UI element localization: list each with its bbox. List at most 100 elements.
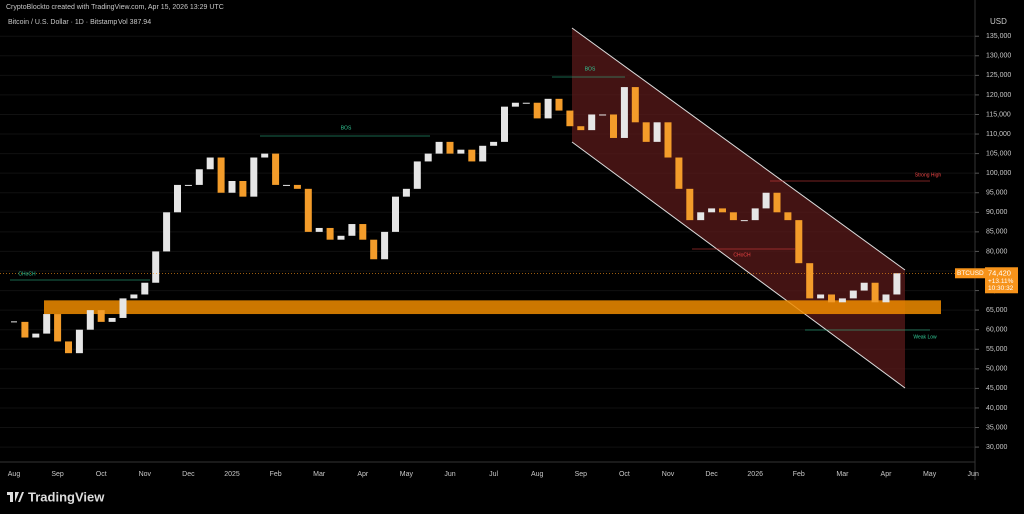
- x-tick-label: Aug: [8, 471, 21, 478]
- candle: [610, 114, 617, 138]
- annotation: CHoCH: [733, 252, 751, 258]
- candle: [795, 220, 803, 264]
- candle: [152, 251, 160, 283]
- candle: [119, 298, 127, 318]
- x-tick-label: Dec: [182, 471, 195, 478]
- volume: Vol 387.94: [118, 19, 151, 26]
- zone: [44, 300, 941, 315]
- x-tick-label: Oct: [619, 471, 630, 478]
- y-tick-label: 35,000: [986, 424, 1008, 431]
- candle: [21, 321, 29, 338]
- x-tick-label: Nov: [139, 471, 152, 478]
- candle: [424, 153, 432, 162]
- candle: [588, 114, 596, 131]
- candle: [577, 126, 585, 131]
- channel: [572, 28, 905, 388]
- candle: [32, 333, 40, 338]
- x-tick-label: Mar: [836, 471, 849, 478]
- channel-line: [571, 141, 906, 389]
- y-tick-label: 135,000: [986, 33, 1011, 40]
- y-tick-label: 120,000: [986, 92, 1011, 99]
- y-tick-label: 115,000: [986, 111, 1011, 118]
- candle: [871, 282, 879, 303]
- candle: [522, 102, 530, 104]
- candle: [468, 149, 476, 162]
- y-tick-label: 105,000: [986, 150, 1011, 157]
- candle: [893, 273, 901, 295]
- annotation: Strong High: [915, 172, 942, 178]
- candle: [86, 310, 94, 330]
- annotation: CHoCH: [18, 271, 36, 277]
- y-tick-label: 95,000: [986, 190, 1008, 197]
- candle: [533, 102, 541, 119]
- candle: [817, 294, 825, 299]
- candle: [326, 227, 334, 240]
- candle: [304, 188, 312, 232]
- candle: [108, 317, 116, 322]
- x-tick-label: Mar: [313, 471, 326, 478]
- x-tick-label: May: [400, 471, 414, 478]
- candle: [65, 341, 72, 354]
- candle: [359, 224, 367, 240]
- candle: [250, 157, 258, 197]
- candle: [392, 196, 399, 232]
- candle: [54, 314, 62, 342]
- x-tick-label: 2026: [747, 471, 763, 478]
- candle: [566, 110, 574, 127]
- candle: [43, 314, 51, 334]
- y-tick-label: 55,000: [986, 346, 1008, 353]
- candle: [599, 114, 607, 116]
- candle: [555, 98, 563, 111]
- credit: CryptoBlockto created with TradingView.c…: [6, 4, 224, 11]
- annotation: BOS: [341, 125, 352, 131]
- x-tick-label: Jul: [489, 471, 498, 478]
- currency: USD: [990, 17, 1007, 26]
- annotation: BOS: [585, 66, 596, 72]
- brand: TradingView: [28, 489, 105, 504]
- y-tick-label: 130,000: [986, 53, 1011, 60]
- candle: [762, 192, 770, 209]
- candle: [719, 208, 726, 213]
- candle: [479, 145, 487, 162]
- candle: [402, 188, 410, 197]
- y-tick-label: 100,000: [986, 170, 1011, 177]
- x-tick-label: Jun: [968, 471, 979, 478]
- y-tick-label: 85,000: [986, 229, 1008, 236]
- price-tag-symbol: [955, 268, 985, 279]
- candle: [435, 141, 443, 154]
- candle: [828, 294, 835, 303]
- candle: [675, 157, 683, 189]
- y-tick-label: 125,000: [986, 72, 1011, 79]
- candle: [413, 161, 421, 189]
- candle: [348, 224, 356, 236]
- candle: [75, 329, 83, 354]
- candle: [315, 227, 323, 232]
- x-tick-label: Sep: [575, 471, 588, 478]
- candle: [838, 298, 846, 303]
- candle: [806, 263, 814, 299]
- candle: [97, 310, 105, 322]
- annotation: Weak Low: [913, 334, 937, 340]
- y-tick-label: 60,000: [986, 327, 1008, 334]
- candle: [239, 181, 247, 197]
- candle: [501, 106, 508, 142]
- y-tick-label: 45,000: [986, 385, 1008, 392]
- candle: [195, 169, 203, 185]
- x-tick-label: Nov: [662, 471, 675, 478]
- candle: [174, 184, 181, 213]
- candle: [686, 188, 694, 221]
- candle: [217, 157, 225, 193]
- candle: [184, 184, 192, 186]
- symbol-line: Bitcoin / U.S. Dollar · 1D · Bitstamp: [8, 19, 117, 26]
- x-tick-label: Jun: [444, 471, 455, 478]
- last-price: 74,420: [988, 268, 1011, 277]
- candle: [620, 87, 628, 138]
- candle: [631, 87, 639, 123]
- x-tick-label: Sep: [51, 471, 64, 478]
- y-tick-label: 50,000: [986, 366, 1008, 373]
- candle: [272, 153, 280, 185]
- candle: [457, 149, 465, 154]
- x-tick-label: Apr: [357, 471, 369, 478]
- candle: [642, 122, 650, 142]
